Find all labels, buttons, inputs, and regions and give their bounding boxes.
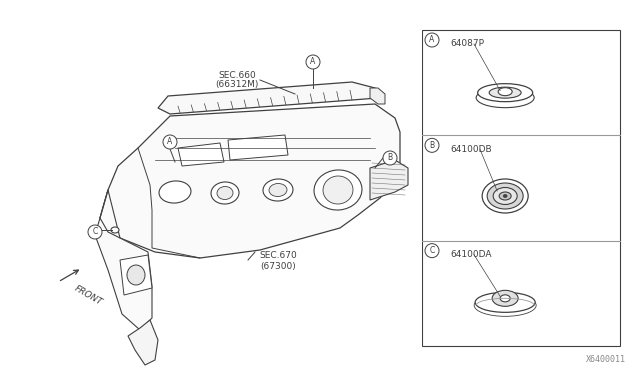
Polygon shape [120,255,152,295]
Ellipse shape [217,186,233,199]
Ellipse shape [499,192,511,200]
Ellipse shape [500,295,510,302]
Ellipse shape [493,187,517,205]
Text: B: B [429,141,435,150]
Text: SEC.670: SEC.670 [259,251,297,260]
Ellipse shape [503,195,507,198]
Circle shape [163,135,177,149]
Polygon shape [158,82,378,114]
Text: 64100DB: 64100DB [450,145,492,154]
Circle shape [425,244,439,258]
Text: A: A [310,58,316,67]
Ellipse shape [498,88,512,96]
Text: X6400011: X6400011 [586,355,626,364]
Circle shape [88,225,102,239]
Polygon shape [128,320,158,365]
Ellipse shape [269,183,287,196]
Ellipse shape [159,181,191,203]
Circle shape [425,138,439,152]
Ellipse shape [477,84,532,102]
Ellipse shape [314,170,362,210]
Text: A: A [168,138,173,147]
Text: FRONT: FRONT [72,285,104,308]
Ellipse shape [111,227,119,233]
Circle shape [383,151,397,165]
Polygon shape [178,143,224,166]
Text: B: B [387,154,392,163]
Polygon shape [95,190,152,330]
Text: C: C [429,246,435,255]
Polygon shape [370,88,385,104]
Text: (67300): (67300) [260,262,296,270]
Ellipse shape [487,183,523,209]
Bar [422,30,620,346]
Text: 64100DA: 64100DA [450,250,492,259]
Ellipse shape [127,265,145,285]
Ellipse shape [489,87,521,98]
Ellipse shape [482,179,528,213]
Ellipse shape [476,88,534,108]
Ellipse shape [492,290,518,306]
Text: SEC.660: SEC.660 [218,71,256,80]
Ellipse shape [323,176,353,204]
Ellipse shape [263,179,293,201]
Polygon shape [228,135,288,160]
Polygon shape [370,160,408,200]
Ellipse shape [475,292,535,312]
Circle shape [425,33,439,47]
Circle shape [306,55,320,69]
Text: 64087P: 64087P [450,39,484,48]
Ellipse shape [474,294,536,316]
Text: C: C [92,228,98,237]
Text: A: A [429,35,435,45]
Bar [0,0,422,372]
Ellipse shape [211,182,239,204]
Text: (66312M): (66312M) [215,80,259,90]
Polygon shape [100,104,400,258]
